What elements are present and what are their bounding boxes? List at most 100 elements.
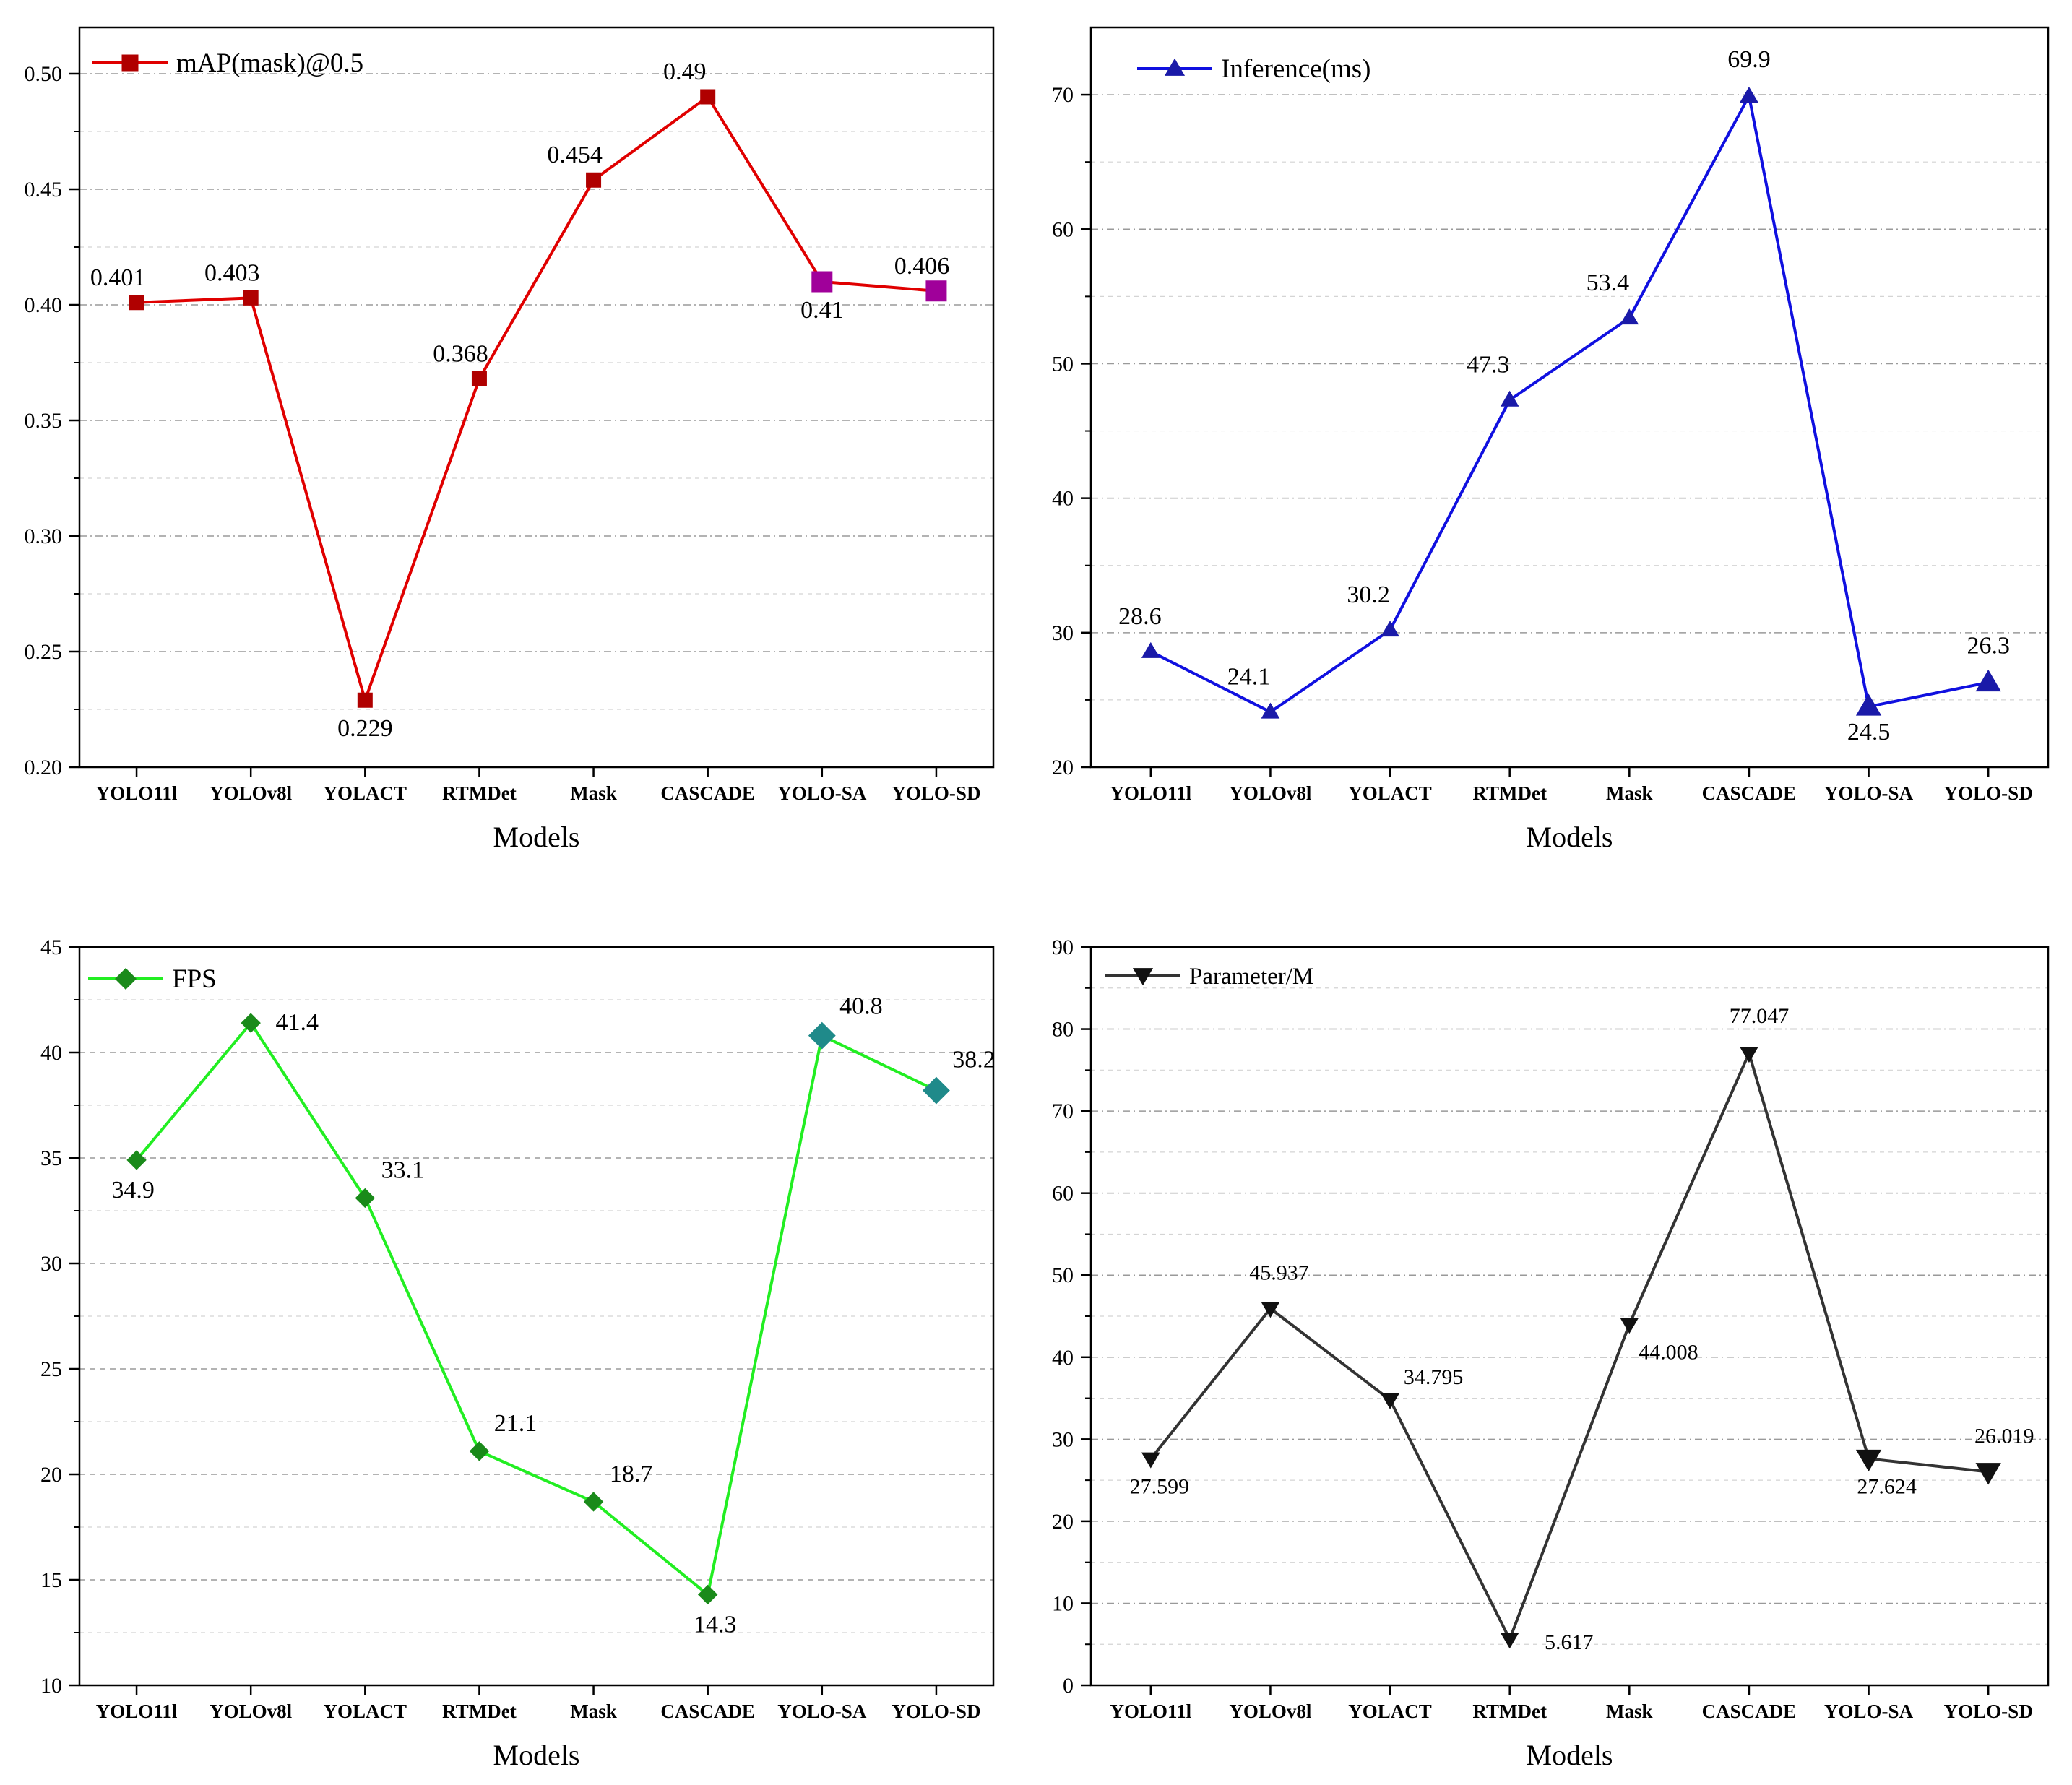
x-tick-label: YOLO-SA: [1824, 782, 1914, 804]
y-tick-label: 30: [40, 1252, 62, 1276]
data-label: 24.1: [1227, 664, 1271, 691]
x-tick-label: YOLO-SA: [777, 1700, 867, 1722]
data-label: 44.008: [1639, 1340, 1698, 1364]
data-point: [697, 1584, 718, 1605]
x-tick-label: YOLACT: [324, 1700, 407, 1722]
series-line: [1149, 1052, 1989, 1641]
x-tick-label: CASCADE: [1702, 782, 1797, 804]
y-tick-label: 10: [40, 1674, 62, 1698]
y-tick-label: 50: [1052, 352, 1074, 376]
y-tick-label: 80: [1052, 1018, 1074, 1042]
data-point: [1740, 1047, 1758, 1063]
y-tick-label: 60: [1052, 1182, 1074, 1206]
y-tick-label: 0: [1063, 1674, 1074, 1698]
plot-frame: [78, 26, 995, 769]
y-tick-label: 90: [1052, 935, 1074, 959]
y-tick-label: 20: [40, 1463, 62, 1487]
x-axis-title: Models: [1527, 821, 1613, 853]
y-tick-label: 40: [1052, 487, 1074, 511]
data-label: 0.403: [204, 259, 260, 286]
data-label: 26.3: [1967, 633, 2010, 660]
data-label: 0.41: [800, 297, 844, 324]
data-point: [586, 172, 602, 188]
data-label: 47.3: [1467, 352, 1510, 379]
x-axis-title: Models: [493, 1739, 580, 1771]
data-label: 77.047: [1730, 1004, 1790, 1028]
y-tick-label: 0.20: [25, 756, 63, 779]
legend-label: FPS: [172, 964, 217, 994]
x-tick-label: YOLO11l: [1110, 782, 1192, 804]
data-label: 24.5: [1847, 719, 1891, 745]
chart-panel-1: 0.20 0.25 0.30 0.35 0.40 0.45 0.50 YOLO11l YOLOv…: [25, 26, 995, 853]
y-tick-label: 20: [1052, 1510, 1074, 1534]
x-tick-label: YOLO-SD: [892, 1700, 980, 1722]
data-point: [243, 290, 259, 306]
chart-panel-2: 20 30 40 50 60 70 YOLO11l YOLOv8l YOLACT RTMDet Ma…: [1052, 26, 2050, 853]
x-tick-label: Mask: [1606, 1700, 1653, 1722]
x-axis-title: Models: [1527, 1739, 1613, 1771]
data-label: 53.4: [1587, 269, 1630, 296]
data-label: 27.624: [1857, 1474, 1917, 1498]
x-tick-label: YOLOv8l: [1229, 782, 1312, 804]
y-tick-label: 15: [40, 1568, 62, 1592]
y-tick-label: 40: [1052, 1346, 1074, 1370]
y-tick-label: 30: [1052, 1427, 1074, 1451]
x-tick-label: RTMDet: [442, 782, 517, 804]
data-point: [1500, 390, 1519, 407]
y-tick-label: 50: [1052, 1263, 1074, 1287]
y-tick-label: 35: [40, 1146, 62, 1170]
data-point: [357, 692, 373, 708]
data-point: [1975, 1463, 2001, 1485]
data-point: [1855, 693, 1882, 716]
data-point: [241, 1013, 261, 1033]
data-label: 41.4: [275, 1009, 319, 1036]
data-point: [925, 280, 947, 302]
x-tick-label: YOLO11l: [1110, 1700, 1192, 1722]
x-tick-label: RTMDet: [1472, 782, 1547, 804]
x-tick-label: CASCADE: [660, 782, 755, 804]
data-label: 0.49: [663, 59, 707, 85]
y-tick-label: 20: [1052, 756, 1074, 779]
data-label: 45.937: [1249, 1261, 1309, 1284]
legend-label: Inference(ms): [1221, 54, 1370, 84]
x-tick-label: YOLO-SA: [777, 782, 867, 804]
data-point: [811, 271, 833, 293]
y-tick-label: 0.40: [25, 293, 63, 317]
data-point: [1141, 641, 1160, 658]
legend-marker: [1132, 968, 1154, 986]
series-line: [136, 95, 937, 702]
data-point: [1620, 1318, 1639, 1334]
legend-marker: [114, 967, 137, 990]
legend-label: Parameter/M: [1189, 964, 1313, 990]
data-label: 0.368: [433, 340, 488, 367]
data-point: [1740, 86, 1758, 103]
data-point: [923, 1076, 950, 1105]
data-point: [1381, 1393, 1399, 1409]
data-point: [471, 371, 487, 386]
x-tick-label: Mask: [570, 782, 617, 804]
y-tick-label: 0.30: [25, 524, 63, 548]
legend-marker: [1164, 58, 1186, 76]
data-label: 30.2: [1347, 582, 1390, 608]
data-label: 26.019: [1974, 1425, 2034, 1448]
data-point: [1975, 669, 2001, 692]
x-tick-label: YOLOv8l: [210, 782, 293, 804]
x-tick-label: YOLACT: [1348, 782, 1432, 804]
x-tick-label: YOLOv8l: [210, 1700, 293, 1722]
y-tick-label: 70: [1052, 83, 1074, 107]
data-point: [1261, 702, 1280, 719]
data-label: 18.7: [610, 1461, 653, 1487]
x-tick-label: YOLO-SA: [1824, 1700, 1914, 1722]
data-point: [126, 1150, 147, 1170]
y-tick-label: 0.45: [25, 178, 63, 202]
data-point: [1500, 1633, 1519, 1649]
y-tick-label: 40: [40, 1041, 62, 1065]
data-label: 5.617: [1545, 1630, 1594, 1654]
data-point: [1855, 1449, 1882, 1472]
chart-panel-4: 0 10 20 30 40 50 60 70 80 90 YOLO11l YOLOv8l YOLACT R…: [1052, 935, 2050, 1771]
x-tick-label: YOLO-SD: [892, 782, 980, 804]
x-tick-label: CASCADE: [1702, 1700, 1797, 1722]
data-point: [469, 1441, 490, 1461]
y-tick-label: 30: [1052, 621, 1074, 645]
